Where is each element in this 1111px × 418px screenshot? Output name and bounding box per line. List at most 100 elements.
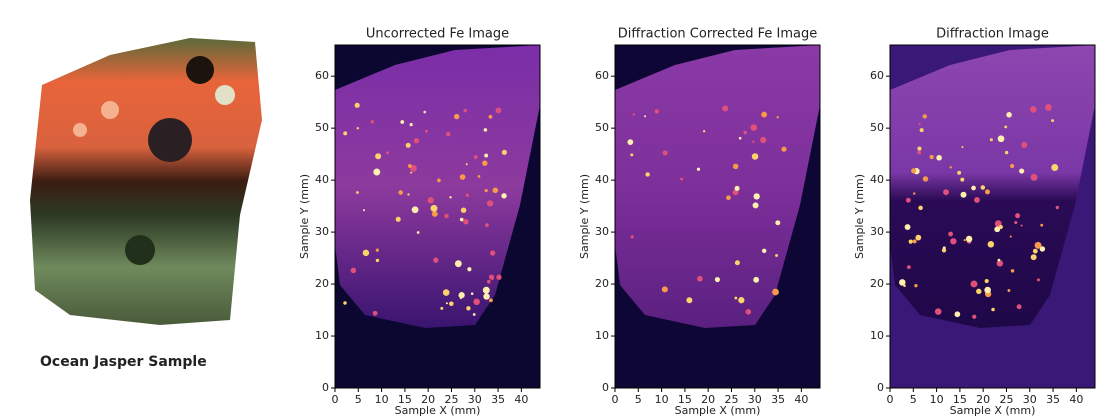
bright-spot	[370, 120, 374, 124]
x-axis-label: Sample X (mm)	[950, 404, 1036, 417]
bright-spot	[911, 168, 917, 174]
bright-spot	[745, 309, 752, 315]
bright-spot	[484, 189, 488, 193]
bright-spot	[732, 163, 739, 170]
bright-spot	[912, 239, 917, 244]
bright-spot	[630, 235, 634, 239]
bright-spot	[913, 192, 916, 195]
bright-spot	[1051, 119, 1055, 123]
bright-spot	[1009, 235, 1012, 238]
bright-spot	[743, 130, 748, 135]
x-tick-label: 35	[491, 393, 505, 406]
bright-spot	[984, 286, 991, 294]
x-axis-label: Sample X (mm)	[395, 404, 481, 417]
bright-spot	[987, 241, 995, 248]
bright-spot	[473, 298, 480, 306]
bright-spot	[998, 224, 1003, 230]
bright-spot	[734, 296, 738, 300]
y-tick-label: 40	[315, 173, 329, 186]
bright-spot	[919, 128, 924, 133]
bright-spot	[950, 238, 957, 245]
bright-spot	[409, 123, 413, 127]
bright-spot	[645, 172, 650, 177]
panel-title: Diffraction Image	[936, 27, 1049, 42]
bright-spot	[632, 113, 636, 116]
bright-spot	[997, 258, 1001, 262]
bright-spot	[343, 131, 348, 136]
y-axis-label: Sample Y (mm)	[578, 174, 591, 259]
bright-spot	[914, 283, 918, 288]
bright-spot	[761, 111, 768, 118]
heatmap-image	[615, 45, 820, 388]
panel: 0 5 10 15 20 25 30 35 40 0 10 20 30 40 50 60 Diffraction…	[853, 27, 1096, 417]
bright-spot	[431, 211, 438, 217]
bright-spot	[960, 191, 967, 198]
x-tick-label: 5	[910, 393, 917, 406]
bright-spot	[350, 267, 357, 274]
bright-spot	[433, 257, 439, 263]
bright-spot	[449, 196, 452, 199]
bright-spot	[485, 223, 489, 228]
bright-spot	[492, 187, 499, 194]
bright-spot	[1045, 104, 1052, 111]
bright-spot	[960, 177, 965, 182]
bright-spot	[413, 138, 420, 144]
bright-spot	[1034, 241, 1042, 249]
panel: 0 5 10 15 20 25 30 35 40 0 10 20 30 40 50 60 Uncorrected…	[298, 27, 541, 417]
bright-spot	[776, 115, 779, 119]
y-tick-label: 10	[315, 329, 329, 342]
bright-spot	[410, 165, 417, 172]
bright-spot	[630, 153, 634, 157]
x-tick-label: 0	[887, 393, 894, 406]
bright-spot	[444, 213, 449, 219]
bright-spot	[963, 238, 966, 242]
bright-spot	[697, 275, 703, 282]
bright-spot	[488, 274, 495, 280]
bright-spot	[1004, 125, 1008, 129]
plot-frame	[889, 44, 1096, 389]
y-tick-label: 60	[595, 69, 609, 82]
bright-spot	[427, 197, 434, 204]
bright-spot	[751, 153, 759, 160]
x-tick-label: 0	[332, 393, 339, 406]
bright-spot	[1006, 112, 1012, 118]
bright-spot	[714, 276, 720, 283]
bright-spot	[1019, 168, 1025, 174]
bright-spot	[460, 207, 467, 213]
bright-spot	[696, 167, 701, 171]
bright-spot	[934, 308, 942, 315]
bright-spot	[375, 153, 382, 160]
bright-spot	[465, 163, 468, 166]
bright-spot	[972, 314, 977, 319]
bright-spot	[686, 297, 693, 304]
bright-spot	[407, 193, 410, 196]
bright-spot	[501, 193, 507, 199]
bright-spot	[463, 219, 469, 225]
bright-spot	[484, 153, 489, 158]
bright-spot	[372, 310, 378, 316]
y-tick-label: 20	[595, 277, 609, 290]
y-tick-label: 0	[322, 381, 329, 394]
bright-spot	[1004, 150, 1009, 155]
bright-spot	[463, 108, 467, 113]
bright-spot	[416, 231, 420, 234]
bright-spot	[453, 113, 460, 120]
bright-spot	[654, 109, 659, 114]
bright-spot	[971, 185, 976, 191]
bright-spot	[410, 171, 413, 174]
bright-spot	[775, 254, 779, 257]
y-tick-label: 50	[870, 121, 884, 134]
bright-spot	[929, 154, 934, 160]
x-tick-label: 15	[678, 393, 692, 406]
bright-spot	[473, 155, 478, 159]
bright-spot	[905, 197, 911, 203]
bright-spot	[722, 105, 729, 112]
bright-spot	[477, 175, 481, 178]
bright-spot	[496, 274, 502, 280]
bright-spot	[411, 206, 419, 214]
bright-spot	[490, 250, 496, 256]
bright-spot	[661, 286, 668, 293]
x-tick-label: 40	[794, 393, 808, 406]
bright-spot	[734, 260, 740, 266]
